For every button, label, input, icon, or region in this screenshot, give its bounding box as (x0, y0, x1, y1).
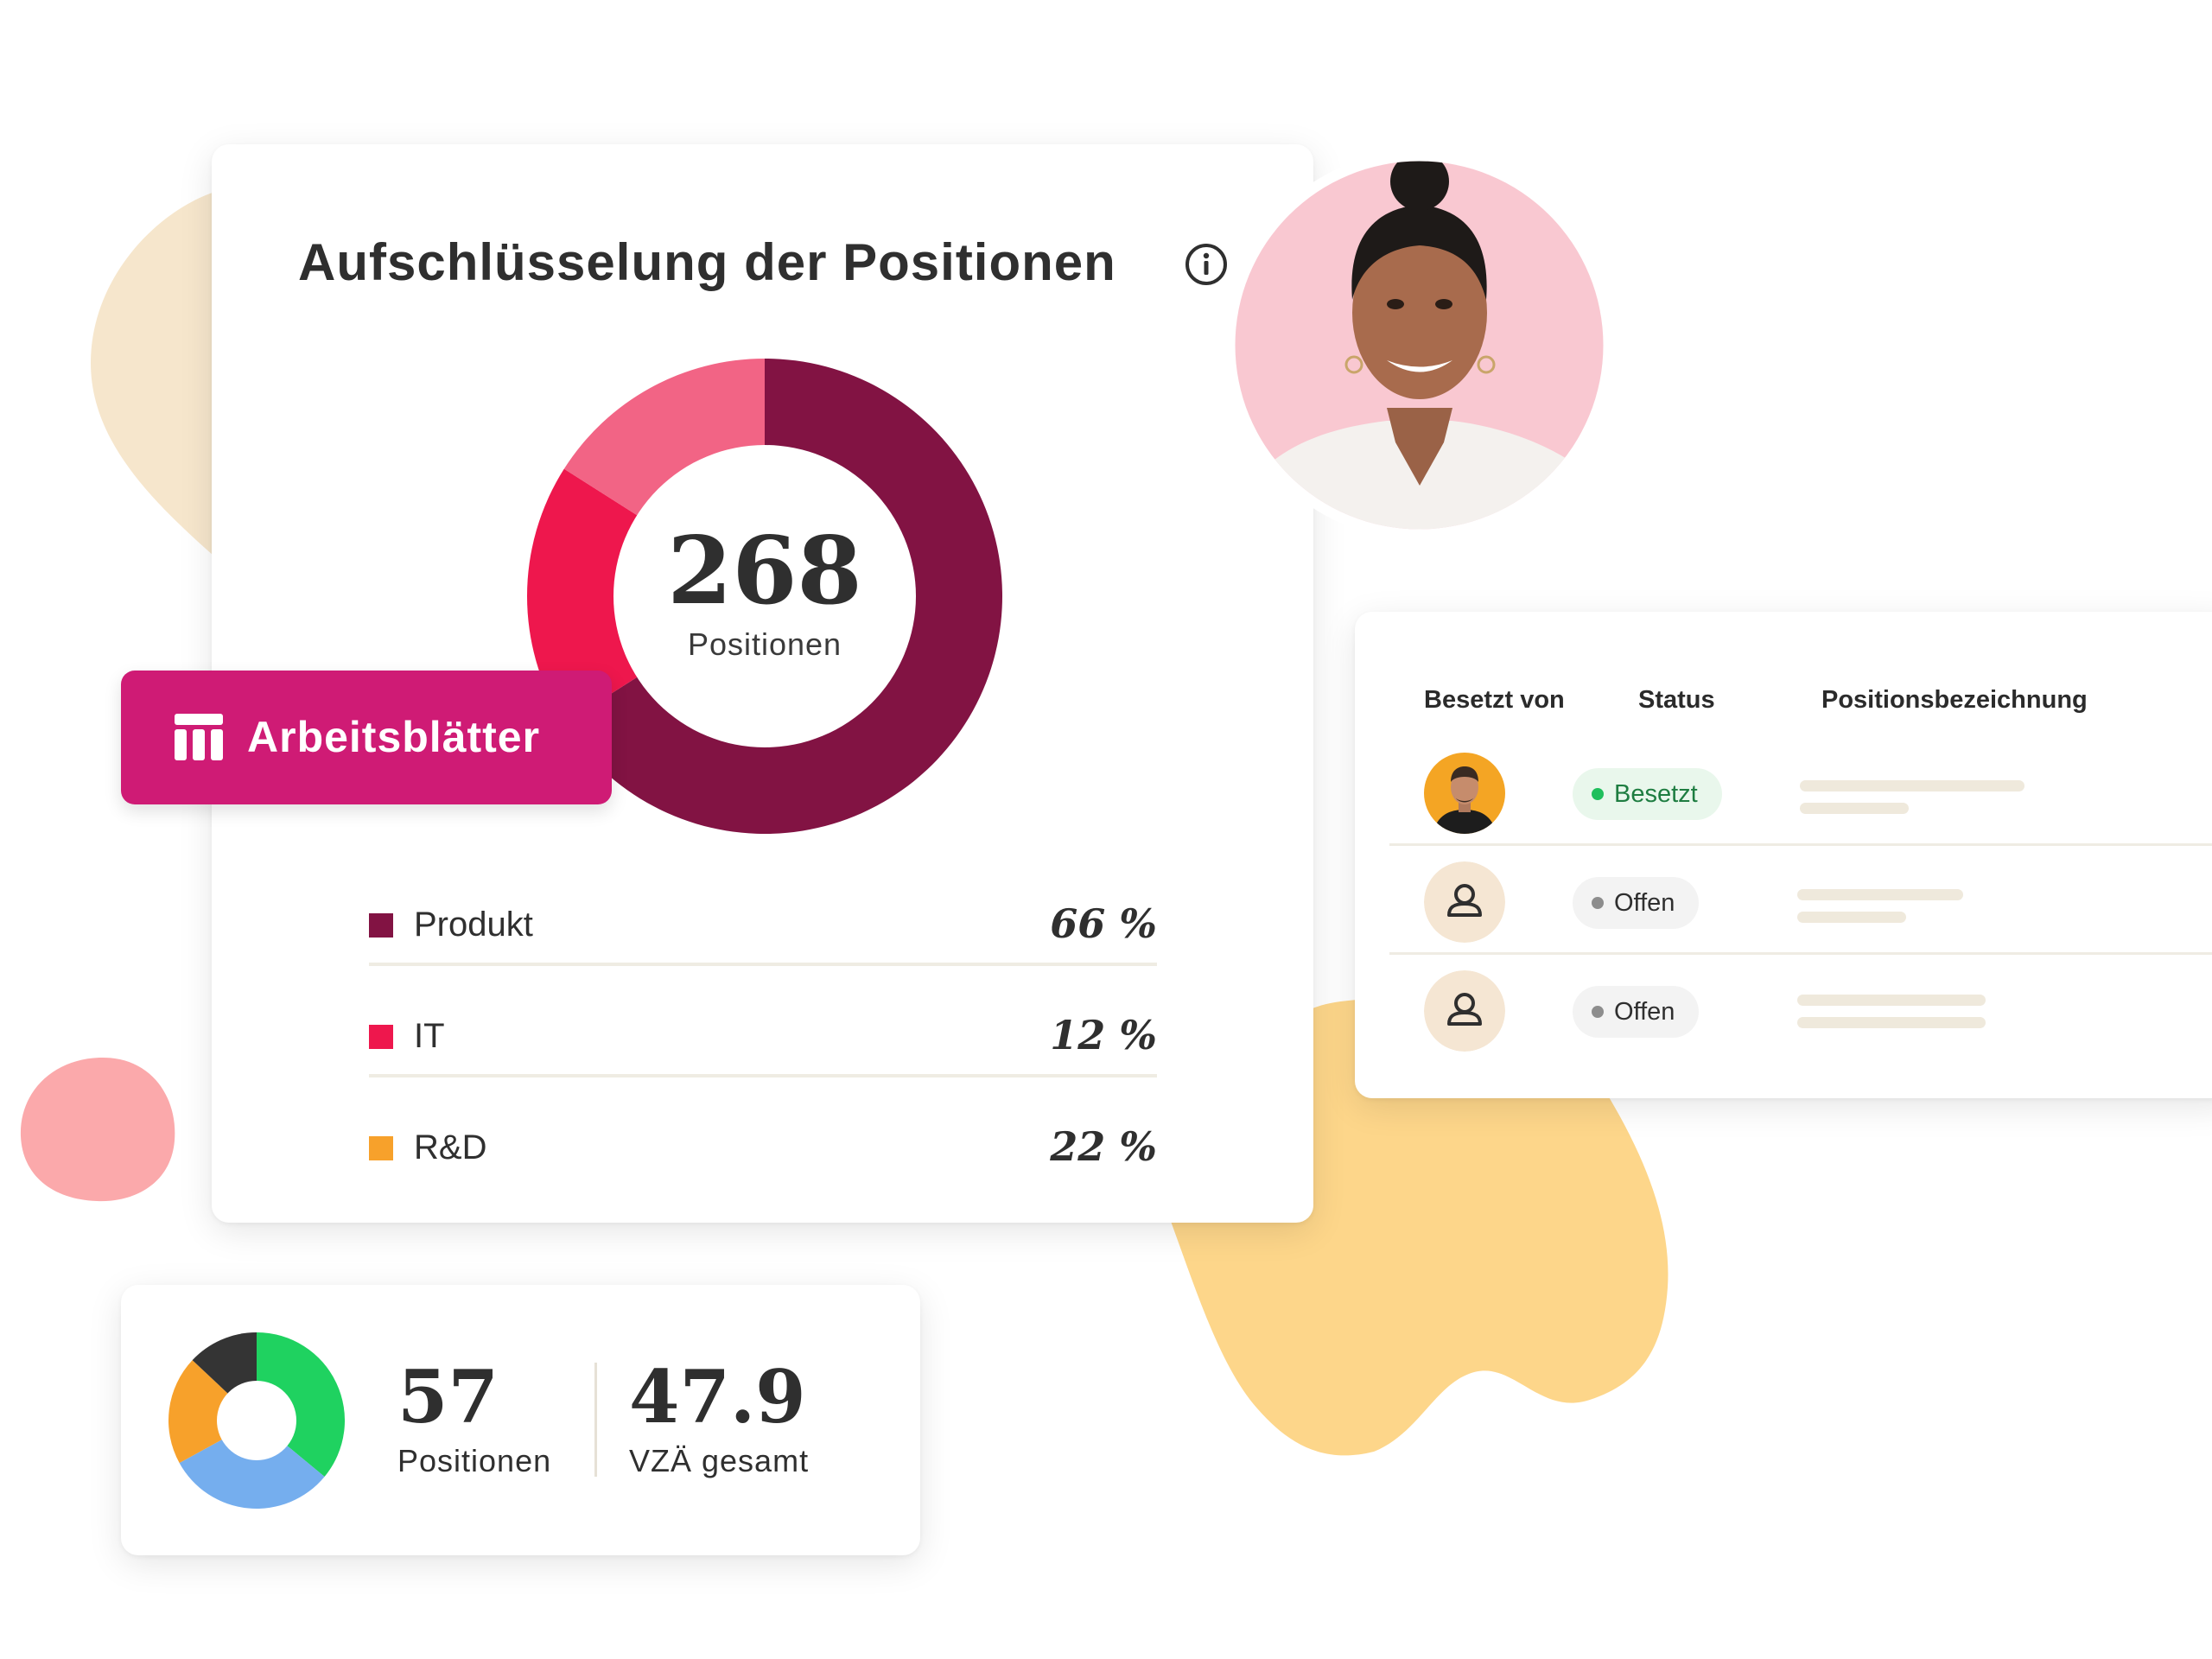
worksheets-button-label: Arbeitsblätter (247, 713, 541, 761)
donut-slice-0[interactable] (257, 1332, 345, 1478)
title-placeholder-line (1797, 912, 1906, 923)
legend-label: Produkt (414, 906, 533, 944)
table-row[interactable]: Offen (1389, 846, 2212, 955)
table-row[interactable]: Besetzt (1389, 737, 2212, 846)
status-label: Besetzt (1614, 779, 1698, 808)
stats-divider (594, 1363, 597, 1477)
legend-divider (369, 1074, 1157, 1077)
positions-count-label: Positionen (397, 1443, 552, 1478)
total-positions-value: 268 (667, 517, 862, 626)
donut-slice-1[interactable] (179, 1421, 325, 1509)
total-positions-label: Positionen (687, 626, 842, 662)
status-badge: Offen (1573, 986, 1700, 1038)
legend-percentage: 12 % (1050, 1012, 1157, 1058)
user-icon (1424, 970, 1505, 1052)
legend-swatch-produkt (369, 913, 393, 938)
stats-summary-card: 57 Positionen 47.9 VZÄ gesamt (121, 1285, 920, 1555)
beige-blob (91, 190, 220, 562)
legend-label: R&D (414, 1128, 487, 1166)
row-divider (1389, 843, 2212, 846)
positions-count: 57 (397, 1354, 499, 1440)
user-icon (1424, 861, 1505, 943)
title-placeholder-line (1800, 803, 1909, 814)
legend-row-rnd: R&D 22 % (369, 1106, 1157, 1189)
legend-label: IT (414, 1017, 445, 1055)
donut-slice-2[interactable] (168, 1360, 257, 1464)
column-header-status[interactable]: Status (1638, 686, 1715, 714)
table-row[interactable]: Offen (1389, 955, 2212, 1064)
mini-donut-chart (168, 1332, 345, 1509)
title-placeholder-line (1800, 780, 2024, 791)
positions-donut-chart (527, 359, 1002, 834)
fte-total-label: VZÄ gesamt (629, 1443, 810, 1478)
person-portrait (1224, 150, 1614, 540)
worksheets-button[interactable]: Arbeitsblätter (121, 671, 612, 804)
table-icon (175, 714, 223, 760)
status-label: Offen (1614, 888, 1675, 917)
legend-swatch-it (369, 1025, 393, 1049)
legend-percentage: 66 % (1050, 900, 1157, 947)
legend-row-it: IT 12 % (369, 995, 1157, 1077)
legend-percentage: 22 % (1050, 1123, 1157, 1170)
avatar (1424, 753, 1505, 834)
title-placeholder-line (1797, 1017, 1986, 1028)
status-badge: Besetzt (1573, 768, 1722, 820)
column-header-besetzt-von[interactable]: Besetzt von (1424, 686, 1565, 714)
fte-total: 47.9 (629, 1354, 806, 1440)
legend-swatch-rnd (369, 1136, 393, 1160)
info-icon[interactable] (1184, 242, 1229, 287)
column-header-positionsbezeichnung[interactable]: Positionsbezeichnung (1821, 686, 2088, 714)
status-label: Offen (1614, 997, 1675, 1026)
legend-divider (369, 963, 1157, 966)
title-placeholder-line (1797, 995, 1986, 1006)
card-title: Aufschlüsselung der Positionen (298, 233, 1116, 291)
legend-row-produkt: Produkt 66 % (369, 883, 1157, 966)
pink-blob (20, 1057, 175, 1202)
title-placeholder-line (1797, 889, 1963, 900)
status-dot (1592, 788, 1604, 800)
status-dot (1592, 1006, 1604, 1018)
status-dot (1592, 897, 1604, 909)
status-badge: Offen (1573, 877, 1700, 929)
row-divider (1389, 952, 2212, 955)
positions-table-card: Besetzt von Status Positionsbezeichnung … (1355, 612, 2212, 1098)
